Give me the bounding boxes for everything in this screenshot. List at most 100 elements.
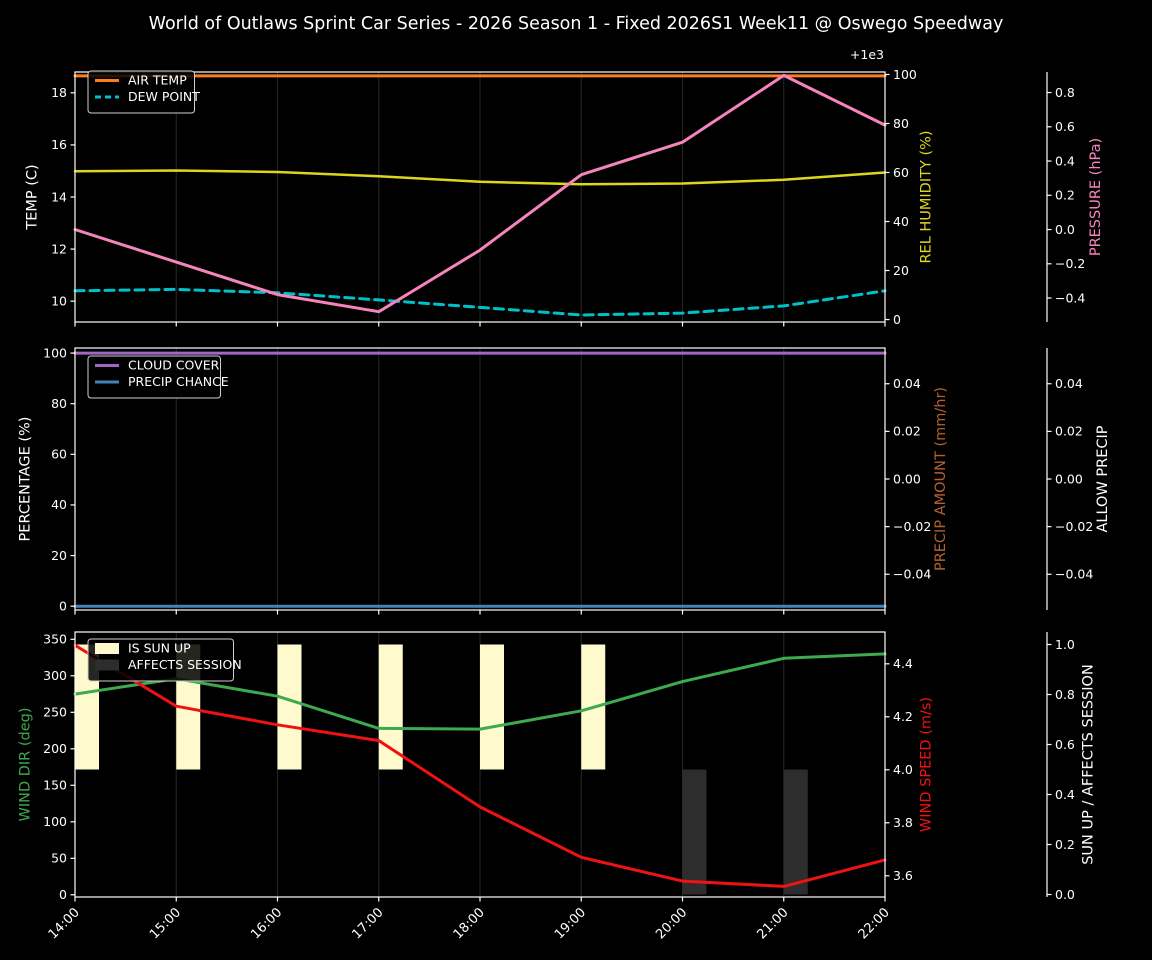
x-tick-label: 17:00 bbox=[349, 905, 386, 942]
y-tick-label: 100 bbox=[43, 345, 67, 360]
y-tick-label: 200 bbox=[43, 741, 67, 756]
y-tick-label: 100 bbox=[893, 67, 917, 82]
legend-label: AIR TEMP bbox=[128, 73, 187, 88]
temp-c-axis-label: TEMP (C) bbox=[25, 164, 41, 230]
y-tick-label: 3.8 bbox=[893, 815, 913, 830]
y-tick-label: −0.04 bbox=[893, 567, 931, 582]
is-sun-up-bar bbox=[378, 644, 403, 770]
rel-humidity-line bbox=[73, 169, 887, 186]
y-tick-label: −0.2 bbox=[1055, 256, 1085, 271]
rel-humidity-axis-label: REL HUMIDITY (%) bbox=[919, 130, 935, 263]
sun-up-affects-session-axis-label: SUN UP / AFFECTS SESSION bbox=[1081, 664, 1097, 865]
legend-box bbox=[87, 355, 221, 399]
y-tick-label: 4.4 bbox=[893, 656, 913, 671]
x-tick-label: 15:00 bbox=[147, 905, 184, 942]
y-tick-label: 0.4 bbox=[1055, 153, 1075, 168]
wind-dir-deg-axis-label: WIND DIR (deg) bbox=[17, 707, 33, 821]
y-tick-label: 20 bbox=[51, 548, 67, 563]
y-tick-label: 0 bbox=[59, 599, 67, 614]
y-tick-label: 16 bbox=[51, 137, 67, 152]
y-tick-label: 0.0 bbox=[1055, 887, 1075, 902]
y-tick-label: 0.04 bbox=[893, 376, 921, 391]
precip-amount-mm-hr-axis-label: PRECIP AMOUNT (mm/hr) bbox=[933, 387, 949, 571]
y-tick-label: −0.02 bbox=[1055, 519, 1093, 534]
dew-point-line bbox=[73, 287, 887, 317]
y-tick-label: 0.02 bbox=[1055, 424, 1083, 439]
y-tick-label: 40 bbox=[893, 214, 909, 229]
wind-speed-line bbox=[73, 643, 887, 888]
y-tick-label: 0 bbox=[893, 312, 901, 327]
is-sun-up-bar bbox=[277, 644, 302, 770]
y-tick-label: 80 bbox=[893, 116, 909, 131]
wind-dir-line bbox=[73, 652, 887, 731]
y-tick-label: 1.0 bbox=[1055, 637, 1075, 652]
y-tick-label: 0.8 bbox=[1055, 85, 1075, 100]
y-tick-label: 60 bbox=[893, 165, 909, 180]
x-tick-label: 19:00 bbox=[552, 905, 589, 942]
y-tick-label: 0.6 bbox=[1055, 737, 1075, 752]
legend-label: PRECIP CHANCE bbox=[128, 374, 229, 389]
percentage-axis-label: PERCENTAGE (%) bbox=[17, 417, 33, 542]
y-tick-label: 14 bbox=[51, 189, 67, 204]
y-tick-label: 3.6 bbox=[893, 868, 913, 883]
y-tick-label: 0.00 bbox=[1055, 471, 1083, 486]
y-tick-label: 0.6 bbox=[1055, 119, 1075, 134]
y-tick-label: 0.02 bbox=[893, 424, 921, 439]
y-tick-label: 0.2 bbox=[1055, 188, 1075, 203]
y-tick-label: 60 bbox=[51, 447, 67, 462]
panel-temp-humidity-pressure: 10 12 14 16 18 TEMP (C) 0 20 40 60 80 100 REL HUMIDI… bbox=[25, 67, 1104, 327]
y-tick-label: 0.04 bbox=[1055, 376, 1083, 391]
y-tick-label: −0.04 bbox=[1055, 567, 1093, 582]
y-tick-label: 0 bbox=[59, 887, 67, 902]
affects-session-legend-swatch bbox=[95, 659, 119, 671]
y-tick-label: 0.00 bbox=[893, 471, 921, 486]
y-tick-label: 80 bbox=[51, 396, 67, 411]
legend-label: DEW POINT bbox=[128, 89, 200, 104]
y-tick-label: 300 bbox=[43, 668, 67, 683]
page-title: World of Outlaws Sprint Car Series - 202… bbox=[148, 14, 1004, 34]
x-tick-label: 22:00 bbox=[856, 905, 893, 942]
y-tick-label: 350 bbox=[43, 632, 67, 647]
y-tick-label: 4.2 bbox=[893, 709, 913, 724]
affects-session-bar bbox=[783, 769, 808, 895]
is-sun-up-bar bbox=[480, 644, 504, 770]
y-tick-label: −0.4 bbox=[1055, 290, 1085, 305]
x-tick-label: 20:00 bbox=[653, 905, 690, 942]
y-tick-label: 0.4 bbox=[1055, 787, 1075, 802]
wind-speed-m-s-axis-label: WIND SPEED (m/s) bbox=[919, 697, 935, 832]
y-tick-label: 0.8 bbox=[1055, 687, 1075, 702]
pressure-hpa-axis-label: PRESSURE (hPa) bbox=[1088, 138, 1104, 256]
x-tick-label: 21:00 bbox=[754, 905, 791, 942]
legend-label: AFFECTS SESSION bbox=[128, 657, 242, 672]
x-tick-label: 14:00 bbox=[46, 905, 83, 942]
y-tick-label: 0.2 bbox=[1055, 837, 1075, 852]
x-tick-label: 18:00 bbox=[451, 905, 488, 942]
y-tick-label: 12 bbox=[51, 241, 67, 256]
y-tick-label: 100 bbox=[43, 814, 67, 829]
y-tick-label: 0.0 bbox=[1055, 222, 1075, 237]
legend-box bbox=[87, 638, 234, 682]
affects-session-bar bbox=[682, 769, 707, 895]
y-tick-label: 150 bbox=[43, 778, 67, 793]
y-tick-label: −0.02 bbox=[893, 519, 931, 534]
y-tick-label: 10 bbox=[51, 293, 67, 308]
y-tick-label: 18 bbox=[51, 85, 67, 100]
legend-label: CLOUD COVER bbox=[128, 358, 220, 373]
y-tick-label: 20 bbox=[893, 263, 909, 278]
panel-cloud-and-precip: 0 20 40 60 80 100 PERCENTAGE (%) −0.04 −0.02 0.00… bbox=[17, 345, 1111, 615]
legend-label: IS SUN UP bbox=[128, 641, 191, 656]
y-tick-label: 50 bbox=[51, 851, 67, 866]
y-tick-label: 40 bbox=[51, 497, 67, 512]
is-sun-up-legend-swatch bbox=[95, 643, 119, 654]
panel-wind-and-sun: 0 50 100 150 200 250 300 350 WIND DIR (deg) 3.6 3.… bbox=[17, 631, 1097, 902]
x-tick-label: 16:00 bbox=[248, 905, 285, 942]
pressure-line bbox=[73, 73, 887, 314]
pressure-offset-label: +1e3 bbox=[849, 47, 884, 62]
y-tick-label: 250 bbox=[43, 705, 67, 720]
y-tick-label: 4.0 bbox=[893, 762, 913, 777]
